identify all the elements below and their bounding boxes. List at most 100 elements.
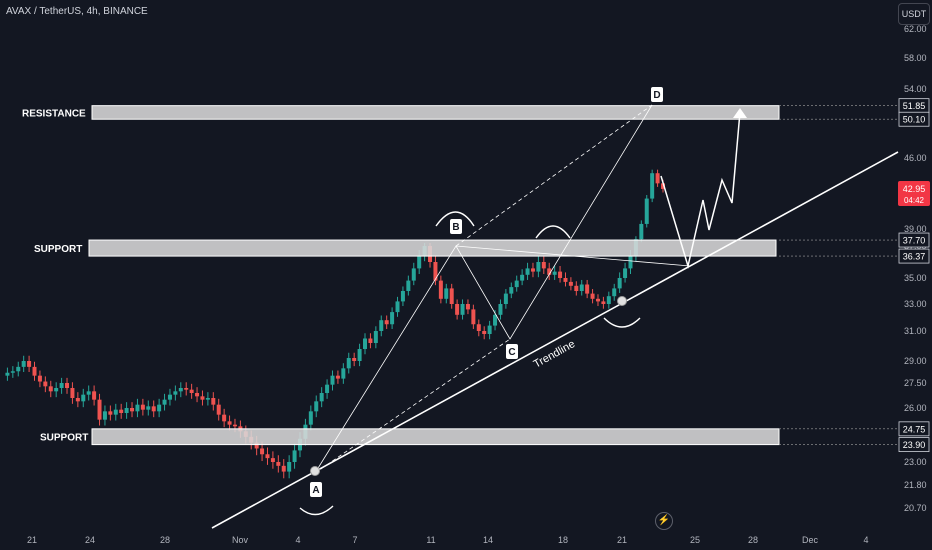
candle-body (216, 404, 221, 415)
arc-b (435, 211, 475, 227)
candle-body (623, 268, 628, 278)
candle-body (639, 223, 644, 240)
candle-body (390, 312, 395, 325)
candle-body (579, 284, 584, 291)
zone-label: RESISTANCE (22, 108, 86, 119)
candle-body (178, 388, 183, 392)
candle-body (373, 331, 378, 343)
candle-body (86, 391, 91, 395)
candle-body (189, 389, 194, 393)
candle-body (254, 442, 259, 449)
price-tag-text: 51.85 (903, 101, 926, 111)
candle-body (525, 268, 530, 275)
arc-a (299, 505, 334, 516)
x-tick-label: Nov (232, 535, 249, 545)
candle-body (558, 271, 563, 278)
projection-path (660, 111, 741, 269)
pivot-dot (310, 466, 320, 476)
y-tick-label: 21.80 (904, 480, 927, 490)
zone-label: SUPPORT (34, 244, 82, 255)
candle-body (493, 314, 498, 326)
candle-body (590, 293, 595, 299)
lightning-icon[interactable]: ⚡ (655, 512, 673, 530)
abcd-pattern (314, 104, 653, 474)
candle-body (520, 274, 525, 281)
candle-body (292, 450, 297, 462)
arc-low (603, 317, 641, 328)
candle-body (97, 399, 102, 420)
candle-body (552, 271, 557, 275)
currency-button[interactable]: USDT (898, 3, 930, 25)
price-tag-text: 24.75 (903, 424, 926, 434)
candle-body (222, 414, 227, 422)
candle-body (655, 173, 660, 184)
candle-body (346, 358, 351, 369)
y-tick-label: 58.00 (904, 53, 927, 63)
y-tick-label: 31.00 (904, 326, 927, 336)
y-tick-label: 29.00 (904, 356, 927, 366)
candle-body (509, 287, 514, 294)
candle-body (167, 394, 172, 400)
y-tick-label: 33.00 (904, 299, 927, 309)
x-tick-label: 25 (690, 535, 700, 545)
candle-body (211, 398, 216, 405)
x-tick-label: 28 (160, 535, 170, 545)
candle-body (650, 173, 655, 199)
price-tag-box (898, 421, 930, 437)
current-price-tag (898, 181, 930, 206)
candle-body (514, 280, 519, 288)
candle-body (503, 293, 508, 304)
y-tick-label: 62.00 (904, 24, 927, 34)
candle-body (585, 284, 590, 294)
candle-body (568, 281, 573, 286)
candle-body (335, 375, 340, 379)
candle-body (162, 399, 167, 405)
candle-body (417, 255, 422, 269)
zones-layer: RESISTANCE SUPPORT SUPPORT (22, 105, 780, 446)
zone-box (91, 428, 780, 446)
x-tick-label: 4 (295, 535, 300, 545)
point-label-box (310, 482, 322, 497)
candle-body (227, 421, 232, 425)
candle-body (465, 304, 470, 310)
y-tick-label: 35.00 (904, 273, 927, 283)
candle-body (59, 383, 64, 388)
dashed-ac-line (314, 338, 511, 474)
candle-body (661, 183, 665, 189)
price-tag-text: 36.37 (903, 252, 926, 262)
candle-body (270, 458, 275, 462)
candle-body (612, 288, 617, 297)
candle-body (563, 278, 568, 282)
candle-body (444, 288, 449, 299)
candle-body (5, 372, 10, 376)
x-tick-label: 14 (483, 535, 493, 545)
candle-body (124, 408, 129, 413)
zone-label: SUPPORT (40, 433, 88, 444)
candle-body (173, 391, 178, 395)
y-tick-label: 39.00 (904, 224, 927, 234)
candle-body (482, 331, 487, 334)
point-label-box (651, 87, 663, 102)
candle-body (140, 404, 145, 410)
candle-body (460, 304, 465, 315)
price-tag-text: 23.90 (903, 440, 926, 450)
x-tick-label: Dec (802, 535, 819, 545)
x-tick-label: 21 (617, 535, 627, 545)
candle-body (265, 454, 270, 459)
symbol-title: AVAX / TetherUS, 4h, BINANCE (6, 6, 148, 17)
candle-body (130, 408, 135, 412)
candle-body (54, 388, 59, 392)
candle-body (16, 366, 21, 372)
zone-box (88, 239, 777, 257)
candle-body (341, 368, 346, 379)
price-tag-text: 37.70 (903, 236, 926, 246)
y-tick-label: 26.00 (904, 403, 927, 413)
candle-body (357, 349, 362, 361)
candle-body (10, 371, 15, 373)
candle-body (530, 268, 535, 272)
trendline-label: Trendline (532, 338, 578, 371)
candle-body (135, 404, 140, 412)
candle-body (368, 338, 373, 343)
candle-body (433, 262, 438, 281)
